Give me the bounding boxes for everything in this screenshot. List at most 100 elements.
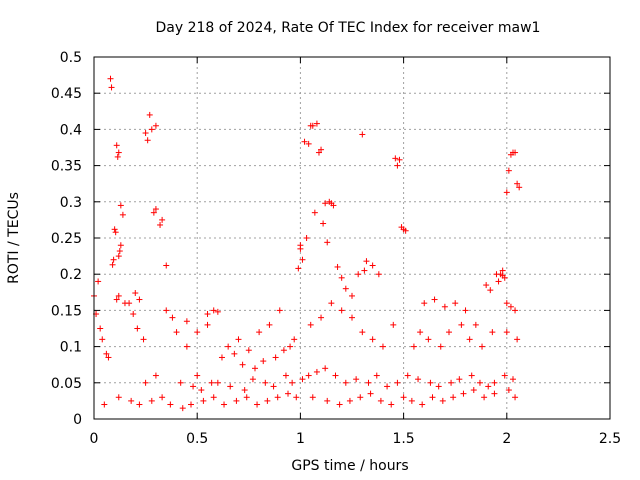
data-point — [514, 336, 521, 343]
data-point — [320, 220, 327, 227]
data-point — [159, 394, 166, 401]
data-point — [249, 376, 256, 383]
data-point — [311, 209, 318, 216]
data-point — [388, 401, 395, 408]
data-point — [157, 221, 164, 228]
data-point — [472, 321, 479, 328]
data-point — [301, 138, 308, 145]
y-tick-label: 0.15 — [51, 303, 82, 319]
data-point — [97, 325, 104, 332]
data-point — [287, 343, 294, 350]
data-point — [291, 336, 298, 343]
data-point — [404, 372, 411, 379]
data-point — [251, 365, 258, 372]
data-point — [334, 263, 341, 270]
data-point — [280, 347, 287, 354]
data-point — [342, 379, 349, 386]
data-point — [177, 379, 184, 386]
data-point — [313, 120, 320, 127]
data-point — [322, 365, 329, 372]
data-point — [491, 390, 498, 397]
data-point — [227, 383, 234, 390]
data-point — [398, 224, 405, 231]
data-point — [309, 394, 316, 401]
data-point — [152, 122, 159, 129]
data-point — [235, 336, 242, 343]
data-point — [260, 358, 267, 365]
data-point — [114, 153, 121, 160]
data-point — [210, 307, 217, 314]
data-point — [466, 336, 473, 343]
data-point — [150, 209, 157, 216]
y-tick-label: 0.3 — [60, 195, 82, 211]
data-point — [450, 394, 457, 401]
data-point — [108, 84, 115, 91]
data-point — [254, 401, 261, 408]
y-tick-label: 0.45 — [51, 86, 82, 102]
x-tick-label: 0 — [90, 431, 99, 447]
data-point — [379, 343, 386, 350]
data-point — [113, 296, 120, 303]
data-point — [142, 130, 149, 137]
data-point — [194, 329, 201, 336]
data-point — [282, 372, 289, 379]
data-point — [373, 372, 380, 379]
data-point — [214, 308, 221, 315]
data-point — [458, 321, 465, 328]
data-point — [183, 343, 190, 350]
data-point — [299, 376, 306, 383]
y-tick-label: 0.2 — [60, 267, 82, 283]
data-point — [429, 394, 436, 401]
data-point — [130, 311, 137, 318]
data-point — [173, 329, 180, 336]
data-point — [481, 394, 488, 401]
data-point — [256, 329, 263, 336]
data-point — [111, 226, 118, 233]
data-point — [142, 379, 149, 386]
data-point — [299, 256, 306, 263]
data-point — [435, 383, 442, 390]
data-point — [266, 321, 273, 328]
data-point — [479, 343, 486, 350]
data-point — [208, 379, 215, 386]
data-point — [95, 278, 102, 285]
data-point — [272, 354, 279, 361]
data-point — [367, 390, 374, 397]
data-point — [289, 379, 296, 386]
data-point — [204, 321, 211, 328]
data-point — [419, 401, 426, 408]
data-point — [514, 180, 521, 187]
data-point — [476, 379, 483, 386]
data-point — [179, 405, 186, 412]
data-point — [136, 401, 143, 408]
data-point — [346, 397, 353, 404]
data-point — [431, 296, 438, 303]
data-point — [297, 245, 304, 252]
data-point — [152, 206, 159, 213]
data-point — [332, 372, 339, 379]
data-point — [365, 379, 372, 386]
x-tick-label: 2.5 — [599, 431, 621, 447]
data-point — [105, 354, 112, 361]
data-point — [163, 307, 170, 314]
data-point — [167, 401, 174, 408]
x-axis-ticks: 0 0.5 1 1.5 2 2.5 — [90, 57, 621, 447]
data-point — [115, 149, 122, 156]
data-point — [113, 142, 120, 149]
data-point — [342, 285, 349, 292]
data-point — [115, 292, 122, 299]
data-point — [503, 189, 510, 196]
data-point — [134, 325, 141, 332]
data-point — [369, 262, 376, 269]
data-point — [390, 321, 397, 328]
data-point — [148, 126, 155, 133]
data-point — [512, 149, 519, 156]
data-point — [221, 401, 228, 408]
data-point — [501, 274, 508, 281]
data-point — [233, 397, 240, 404]
data-point — [421, 300, 428, 307]
data-point — [188, 401, 195, 408]
data-point — [452, 300, 459, 307]
data-point — [264, 397, 271, 404]
